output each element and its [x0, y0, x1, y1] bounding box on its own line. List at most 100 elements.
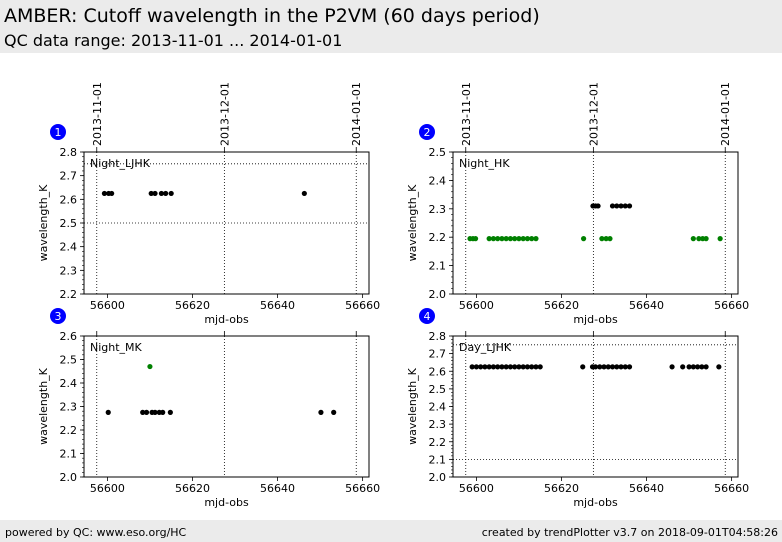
page-title: AMBER: Cutoff wavelength in the P2VM (60…	[4, 5, 540, 27]
panel-number-badge	[50, 308, 66, 324]
panel-label: Night_MK	[90, 341, 143, 354]
x-tick-label: 56600	[90, 482, 125, 495]
y-tick-label: 2.5	[429, 146, 447, 159]
y-tick-label: 2.3	[429, 418, 447, 431]
data-point	[605, 364, 611, 370]
y-tick-label: 2.5	[60, 354, 78, 367]
y-tick-label: 2.5	[60, 217, 78, 230]
header-bar: AMBER: Cutoff wavelength in the P2VM (60…	[0, 0, 782, 53]
y-tick-label: 2.7	[429, 348, 447, 361]
data-point	[482, 364, 488, 370]
y-tick-label: 2.4	[429, 174, 447, 187]
data-point	[622, 203, 628, 209]
y-axis-label: wavelength_K	[37, 184, 50, 262]
x-tick-label: 56620	[544, 482, 579, 495]
y-tick-label: 2.6	[429, 365, 447, 378]
x-tick-label: 56600	[90, 299, 125, 312]
data-point	[626, 203, 633, 209]
data-point	[680, 364, 686, 370]
data-point	[499, 364, 505, 370]
panel-label: Night_LJHK	[90, 157, 151, 170]
x-tick-label: 56640	[629, 482, 664, 495]
data-point	[148, 190, 154, 197]
y-tick-label: 2.3	[60, 401, 78, 414]
data-point	[524, 364, 531, 370]
page-subtitle: QC data range: 2013-11-01 ... 2014-01-01	[4, 31, 343, 50]
footer-credit: powered by QC: www.eso.org/HC	[5, 526, 187, 539]
data-point	[507, 364, 514, 370]
x-tick-label: 56620	[175, 299, 210, 312]
footer-generator: created by trendPlotter v3.7 on 2018-09-…	[481, 526, 778, 539]
y-tick-label: 2.5	[429, 383, 447, 396]
data-point	[109, 190, 115, 197]
y-tick-label: 2.1	[429, 453, 447, 466]
x-axis-label: mjd-obs	[204, 313, 249, 326]
data-point	[696, 236, 702, 242]
data-point	[301, 190, 307, 197]
panel-number: 1	[55, 126, 62, 139]
data-point	[499, 236, 505, 242]
plot-frame	[452, 335, 739, 478]
data-point	[160, 409, 166, 415]
chart-panel-4: 2.0 2.1 2.2 2.3 2.4 2.5 2.6 2.7 2.8 56600 56620 566…	[406, 308, 749, 509]
data-point	[597, 364, 603, 370]
y-axis-label: wavelength_K	[406, 184, 419, 262]
data-point	[469, 364, 475, 370]
chart-panel-2: 2013-11-01 2013-12-01 2014-01-01 2.0 2.1 2.2 2…	[406, 82, 749, 326]
data-point	[512, 364, 518, 370]
data-point	[580, 364, 586, 370]
data-point	[168, 190, 174, 197]
data-point	[603, 236, 609, 242]
plot-frame	[452, 151, 739, 295]
top-date-label: 2013-11-01	[91, 82, 104, 146]
data-point	[516, 364, 522, 370]
chart-panel-3: 2.0 2.1 2.2 2.3 2.4 2.5 2.6 56600 56620 56640 5666…	[37, 308, 380, 509]
data-point	[503, 236, 509, 242]
x-axis-label: mjd-obs	[573, 496, 618, 509]
data-point	[529, 236, 535, 242]
data-point	[716, 364, 722, 370]
top-date-label: 2013-12-01	[218, 82, 231, 146]
footer-bar: powered by QC: www.eso.org/HC created by…	[0, 520, 782, 542]
data-point	[529, 364, 535, 370]
y-tick-label: 2.4	[429, 401, 447, 414]
data-point	[516, 236, 522, 242]
data-point	[609, 364, 616, 370]
data-point	[690, 364, 696, 370]
data-point	[717, 236, 723, 242]
x-tick-label: 56600	[459, 482, 494, 495]
data-point	[507, 236, 514, 242]
x-tick-label: 56640	[629, 299, 664, 312]
y-axis-label: wavelength_K	[406, 367, 419, 445]
x-tick-label: 56660	[714, 482, 749, 495]
data-point	[490, 364, 497, 370]
y-tick-label: 2.2	[60, 288, 78, 301]
data-point	[614, 364, 620, 370]
y-tick-label: 2.2	[429, 231, 447, 244]
y-tick-label: 2.3	[60, 264, 78, 277]
data-point	[486, 236, 492, 242]
y-tick-label: 2.6	[60, 330, 78, 343]
y-tick-label: 2.4	[60, 377, 78, 390]
x-axis-label: mjd-obs	[204, 496, 249, 509]
y-tick-label: 2.8	[60, 146, 78, 159]
y-axis-label: wavelength_K	[37, 367, 50, 445]
y-tick-label: 2.8	[429, 330, 447, 343]
y-tick-label: 2.2	[60, 424, 78, 437]
y-tick-label: 2.1	[429, 260, 447, 273]
data-point	[533, 236, 539, 242]
y-tick-label: 2.7	[60, 170, 78, 183]
y-tick-label: 2.1	[60, 448, 78, 461]
y-tick-label: 2.2	[429, 436, 447, 449]
data-point	[626, 364, 633, 370]
data-point	[601, 364, 607, 370]
x-tick-label: 56660	[345, 299, 380, 312]
data-point	[703, 236, 709, 242]
x-tick-label: 56620	[175, 482, 210, 495]
panel-number-badge	[419, 124, 435, 140]
y-tick-label: 2.0	[60, 471, 78, 484]
data-point	[520, 236, 526, 242]
top-date-label: 2014-01-01	[719, 82, 732, 146]
data-point	[495, 236, 501, 242]
data-point	[533, 364, 539, 370]
